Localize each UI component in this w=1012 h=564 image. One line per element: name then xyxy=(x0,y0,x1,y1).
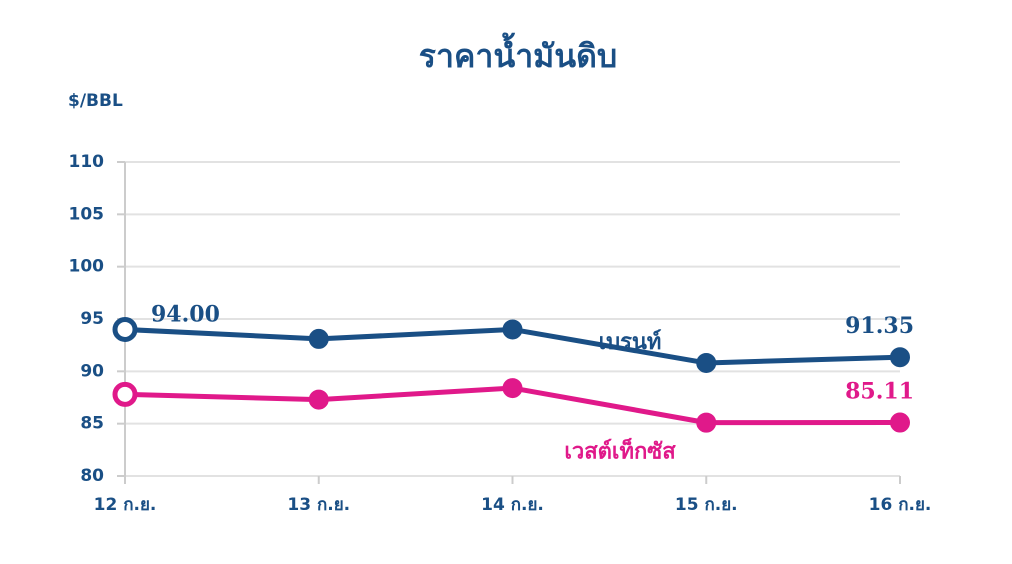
data-point xyxy=(112,381,138,407)
series-label: เบรนท์ xyxy=(599,329,662,355)
y-tick-label: 90 xyxy=(80,361,104,381)
y-tick-label: 85 xyxy=(80,414,104,434)
series-label: เวสต์เท็กซัส xyxy=(564,437,676,465)
x-tick-label: 16 ก.ย. xyxy=(869,495,932,515)
data-point xyxy=(112,316,138,342)
x-tick-label: 13 ก.ย. xyxy=(287,495,350,515)
y-tick-label: 80 xyxy=(80,466,104,486)
data-point xyxy=(308,328,329,349)
value-label: 94.00 xyxy=(151,301,220,327)
y-axis-label: $/BBL xyxy=(68,91,123,111)
data-point xyxy=(502,378,523,399)
y-tick-label: 105 xyxy=(69,204,105,224)
y-tick-label: 100 xyxy=(69,257,105,277)
data-point xyxy=(696,412,717,433)
data-point xyxy=(502,319,523,340)
chart-title: ราคาน้ำมันดิบ xyxy=(419,32,617,75)
data-point xyxy=(308,389,329,410)
x-tick-label: 12 ก.ย. xyxy=(94,495,157,515)
data-point xyxy=(890,412,910,433)
y-tick-label: 110 xyxy=(69,152,105,172)
x-tick-label: 15 ก.ย. xyxy=(675,495,738,515)
data-point xyxy=(696,352,717,373)
x-tick-label: 14 ก.ย. xyxy=(481,495,544,515)
value-label: 85.11 xyxy=(845,379,914,405)
y-tick-label: 95 xyxy=(80,309,104,329)
data-point xyxy=(890,347,910,368)
value-label: 91.35 xyxy=(845,313,914,339)
